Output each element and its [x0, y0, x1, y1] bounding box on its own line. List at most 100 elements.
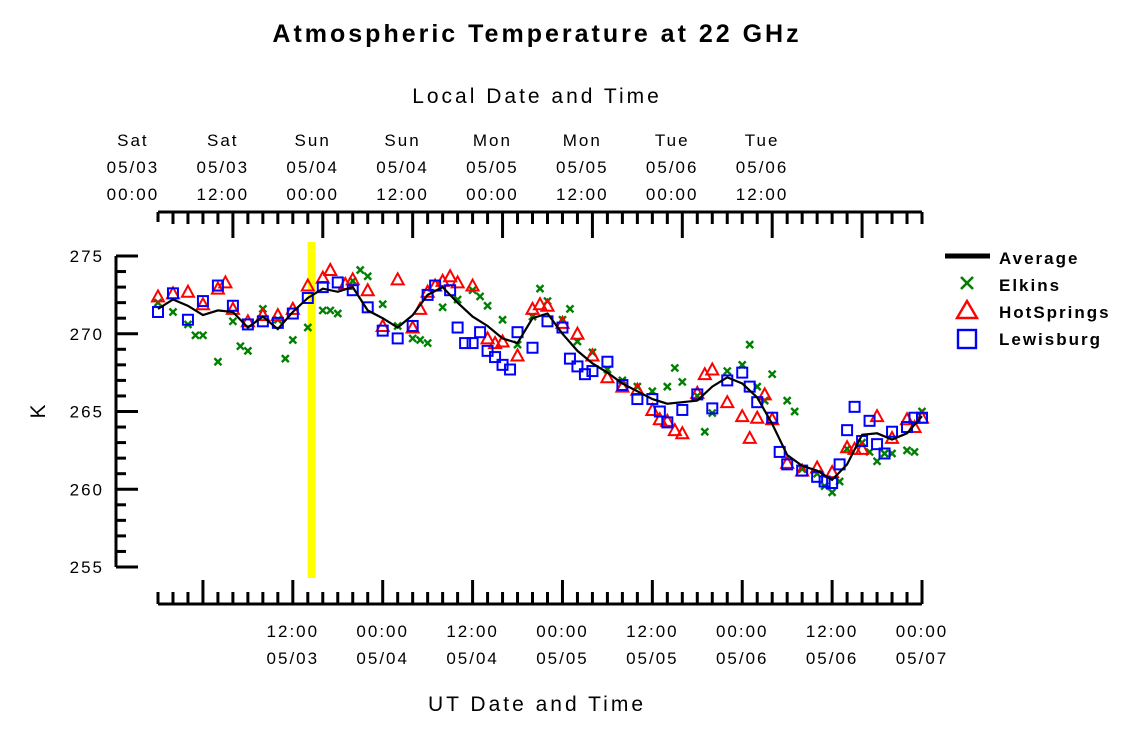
top-tick-label-date: 05/04	[376, 158, 429, 177]
top-tick-label-date: 05/04	[286, 158, 339, 177]
lewisburg-point	[511, 326, 524, 339]
elkins-point	[910, 447, 919, 457]
bottom-tick-label-time: 00:00	[716, 622, 769, 641]
top-tick-label-day: Sat	[207, 131, 239, 150]
elkins-point	[745, 340, 755, 349]
bottom-tick-label-date: 05/07	[896, 649, 949, 668]
lewisburg-point	[586, 365, 599, 378]
lewisburg-point	[826, 477, 839, 490]
x-marker-stroke	[880, 449, 889, 458]
lewisburg-point	[286, 307, 299, 320]
elkins-point	[363, 271, 373, 281]
elkins-point	[700, 427, 710, 437]
data-layer	[150, 261, 930, 497]
hotsprings-point	[854, 440, 870, 455]
top-tick-label-day: Sun	[295, 131, 331, 150]
legend-label-hotsprings: HotSprings	[999, 303, 1111, 322]
hotsprings-point	[539, 297, 556, 312]
lewisburg-point	[474, 326, 487, 339]
lewisburg-point	[526, 341, 539, 354]
x-marker-stroke	[513, 340, 522, 349]
x-marker-stroke	[333, 309, 343, 318]
chart-title: Atmospheric Temperature at 22 GHz	[272, 20, 801, 48]
elkins-series	[153, 265, 927, 497]
hotsprings-series	[150, 261, 930, 479]
lewisburg-point	[781, 458, 794, 471]
legend-swatch-hotsprings	[954, 298, 980, 320]
top-tick-label-date: 05/03	[107, 158, 160, 177]
bottom-tick-label-date: 05/06	[716, 649, 769, 668]
x-marker-stroke	[827, 488, 837, 497]
lewisburg-point	[406, 319, 419, 332]
x-marker-stroke	[483, 301, 492, 311]
elkins-point	[280, 354, 290, 363]
top-tick-label-date: 05/03	[197, 158, 250, 177]
top-axis-title: Local Date and Time	[412, 85, 662, 108]
elkins-point	[453, 295, 462, 304]
hotsprings-point	[322, 261, 338, 276]
lewisburg-point	[601, 355, 614, 368]
bottom-tick-label-date: 05/04	[356, 649, 409, 668]
bottom-tick-label-time: 12:00	[806, 622, 859, 641]
elkins-point	[318, 306, 328, 315]
elkins-point	[236, 341, 245, 351]
lewisburg-point	[316, 281, 329, 294]
top-tick-label-time: 00:00	[646, 185, 699, 204]
bottom-tick-label-date: 05/06	[806, 649, 859, 668]
top-tick-label-date: 05/05	[466, 158, 519, 177]
x-marker-stroke	[790, 407, 800, 416]
lewisburg-point	[736, 366, 749, 379]
hotsprings-point	[345, 271, 361, 286]
elkins-point	[670, 363, 680, 373]
lewisburg-point	[833, 458, 846, 471]
top-tick-label-day: Sat	[117, 131, 149, 150]
elkins-point	[191, 330, 200, 340]
top-tick-label-date: 05/06	[646, 158, 699, 177]
lewisburg-point	[466, 337, 479, 350]
lewisburg-point	[181, 313, 194, 326]
x-marker-stroke	[535, 284, 545, 294]
elkins-point	[333, 309, 343, 318]
elkins-point	[782, 396, 792, 405]
x-marker-stroke	[677, 377, 687, 387]
x-marker-stroke	[700, 427, 710, 437]
elkins-point	[213, 357, 223, 367]
y-axis-title: K	[27, 401, 50, 418]
elkins-point	[827, 488, 837, 497]
bottom-tick-label-time: 00:00	[536, 622, 589, 641]
average-series-line	[157, 285, 923, 482]
bottom-tick-label-time: 12:00	[626, 622, 679, 641]
top-tick-label-time: 00:00	[286, 185, 339, 204]
legend-label-elkins: Elkins	[999, 276, 1061, 295]
x-marker-stroke	[318, 306, 328, 315]
lewisburg-point	[841, 424, 854, 437]
x-marker-stroke	[767, 369, 777, 379]
lewisburg-point	[391, 332, 404, 345]
lewisburg-point	[346, 284, 359, 297]
lewisburg-point	[571, 360, 584, 373]
marker-line-layer	[307, 242, 316, 578]
x-marker-stroke	[393, 321, 403, 331]
hotsprings-point	[509, 347, 526, 362]
lewisburg-point	[863, 414, 876, 427]
hotsprings-point	[674, 425, 690, 440]
hotsprings-point	[719, 394, 735, 409]
x-marker-stroke	[453, 295, 462, 304]
elkins-point	[408, 334, 418, 343]
lewisburg-point	[376, 324, 389, 337]
elkins-point	[423, 338, 432, 348]
hotsprings-point	[779, 454, 795, 469]
x-marker-stroke	[243, 346, 253, 356]
hotsprings-point	[599, 369, 616, 384]
lewisburg-point	[578, 368, 591, 381]
lewisburg-point	[361, 301, 374, 314]
hotsprings-point	[390, 271, 406, 286]
elkins-point	[483, 301, 492, 311]
hotsprings-point	[749, 409, 765, 424]
top-tick-label-day: Mon	[473, 131, 512, 150]
elkins-point	[288, 335, 298, 345]
elkins-point	[355, 265, 365, 275]
elkins-point	[767, 369, 777, 379]
hotsprings-point	[464, 277, 481, 292]
elkins-point	[393, 321, 403, 331]
